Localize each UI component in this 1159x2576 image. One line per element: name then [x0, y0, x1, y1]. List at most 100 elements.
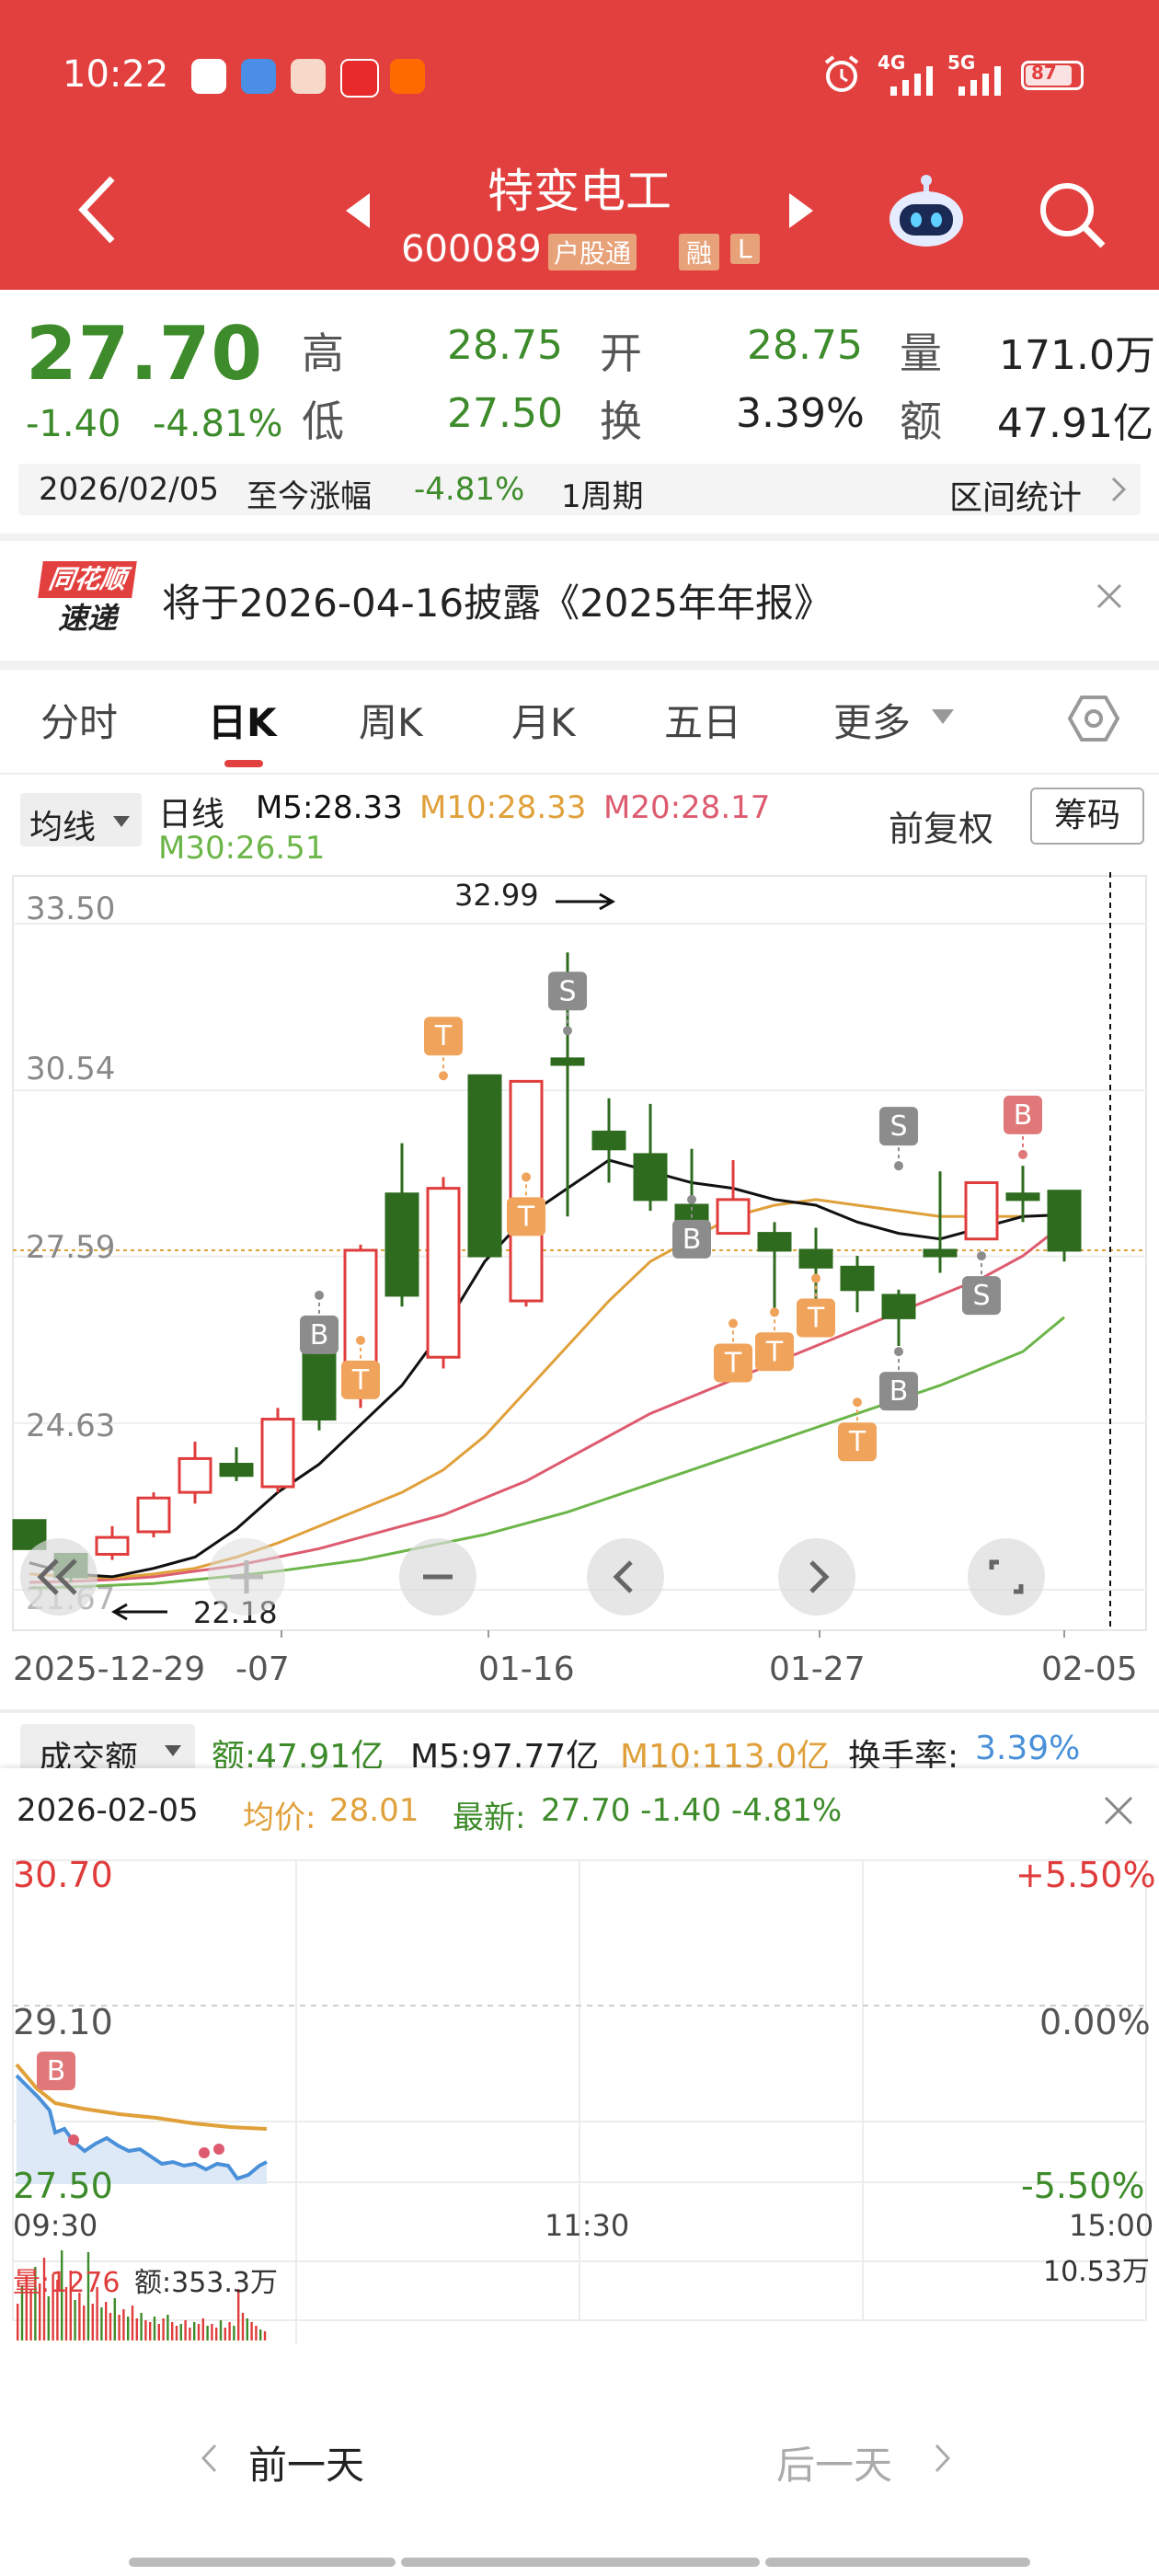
double-chevron-left-icon	[37, 1558, 77, 1595]
intraday-avg-value: 28.01	[329, 1792, 419, 1829]
candle-body	[591, 1130, 626, 1151]
prev-stock-icon[interactable]	[342, 191, 372, 230]
intraday-volume-bar	[109, 2313, 112, 2340]
trade-signal-dot	[563, 1026, 572, 1036]
candle	[384, 1143, 419, 1307]
trade-signal-dot	[977, 1251, 986, 1261]
candle	[95, 1525, 130, 1560]
zoom-out-button[interactable]	[399, 1538, 476, 1616]
battery-icon: 87	[1021, 61, 1084, 90]
k-xtick-3: 01-27	[769, 1650, 866, 1688]
trade-signal-dot	[729, 1318, 738, 1328]
fullscreen-icon	[989, 1559, 1024, 1594]
candle-body	[467, 1074, 502, 1258]
candle	[260, 1408, 295, 1493]
tab-five-day[interactable]: 五日	[664, 700, 742, 745]
prev-day-label: 前一天	[248, 2443, 365, 2488]
ma30-value: M30:26.51	[158, 830, 326, 867]
ma-selector[interactable]: 均线	[20, 793, 142, 846]
trade-signal-box	[714, 1343, 752, 1383]
chip-button[interactable]: 筹码	[1030, 788, 1144, 845]
margin-badge: 融	[679, 234, 720, 270]
candle	[136, 1492, 171, 1538]
trade-signal-dot	[853, 1397, 862, 1408]
candle	[1005, 1166, 1040, 1223]
trade-signal-dot	[687, 1194, 696, 1204]
intraday-volume-bar	[39, 2283, 41, 2340]
adjust-label[interactable]: 前复权	[889, 809, 994, 849]
ma-selector-label: 均线	[29, 809, 97, 846]
intraday-volume-bar	[246, 2318, 248, 2340]
zoom-in-button[interactable]	[208, 1538, 285, 1616]
search-icon[interactable]	[1036, 178, 1107, 250]
k-xtick-4: 02-05	[1041, 1650, 1138, 1688]
next-stock-icon[interactable]	[787, 191, 817, 230]
trade-signal-badge: T	[755, 1307, 794, 1372]
trade-signal-text: T	[724, 1348, 742, 1380]
volume-selector[interactable]: 成交额	[20, 1724, 195, 1777]
scroll-left-button[interactable]	[587, 1538, 664, 1616]
candle-body	[798, 1248, 833, 1269]
intraday-volume-bar	[219, 2320, 223, 2340]
range-stat-button[interactable]: 区间统计	[949, 479, 1083, 517]
intraday-avg-label: 均价:	[243, 1800, 316, 1836]
notice-text[interactable]: 将于2026-04-16披露《2025年年报》	[162, 581, 832, 626]
settings-hexagon-icon[interactable]	[1067, 692, 1120, 745]
app-notif-icon-3	[291, 59, 326, 94]
divider	[0, 1709, 1159, 1713]
network-4g-label: 4G	[878, 52, 906, 74]
battery-level: 87	[1031, 62, 1057, 84]
robot-assistant-icon[interactable]	[885, 171, 968, 250]
open-value: 28.75	[747, 322, 863, 369]
intraday-volume-bar	[61, 2250, 63, 2340]
intraday-volume-bar	[96, 2287, 98, 2340]
trade-signal-badge: B	[300, 1290, 339, 1354]
tab-daily-k[interactable]: 日K	[208, 700, 277, 745]
fast-back-button[interactable]	[20, 1538, 98, 1616]
trade-signal-box	[341, 1360, 380, 1399]
scroll-right-button[interactable]	[778, 1538, 855, 1616]
volume-turn-value: 3.39%	[975, 1730, 1081, 1767]
intraday-volume-label: 量:1276	[13, 2267, 120, 2299]
caret-down-icon	[932, 709, 954, 724]
intraday-volume-bar	[250, 2322, 253, 2340]
trade-signal-box	[962, 1276, 1001, 1316]
range-label: 至今涨幅	[247, 478, 372, 515]
range-bar[interactable]: 2026/02/05 至今涨幅 -4.81% 1周期 区间统计	[18, 464, 1141, 517]
intraday-volume-bar	[206, 2326, 209, 2340]
chevron-left-icon	[201, 2444, 217, 2473]
intraday-volume-bar	[34, 2267, 37, 2340]
ma-daily-label: 日线	[158, 796, 225, 834]
caret-down-icon	[113, 816, 130, 827]
caret-down-icon	[165, 1745, 181, 1756]
back-arrow-icon[interactable]	[75, 173, 121, 247]
tab-more[interactable]: 更多	[833, 700, 912, 745]
intraday-volume-bar	[74, 2300, 76, 2340]
candle-body	[633, 1153, 668, 1202]
intraday-volume-chart[interactable]	[0, 2248, 1159, 2344]
intraday-volume-bar	[215, 2328, 218, 2340]
trade-signal-box	[838, 1422, 877, 1462]
intraday-panel: 2026-02-05 均价: 28.01 最新: 27.70 -1.40 -4.…	[0, 1768, 1159, 2576]
ma-line-m10	[29, 1198, 1065, 1580]
intraday-trade-dot	[199, 2147, 210, 2158]
intraday-price-chart[interactable]: B	[0, 1857, 1159, 2335]
tab-timeshare[interactable]: 分时	[40, 700, 119, 745]
stock-code: 600089	[401, 228, 542, 270]
k-high-marker: 32.99	[454, 878, 539, 913]
tab-weekly-k[interactable]: 周K	[359, 700, 423, 745]
close-icon[interactable]	[1095, 581, 1124, 611]
intraday-volume-bar	[64, 2287, 68, 2340]
intraday-volume-bar	[29, 2290, 32, 2340]
trade-signal-box	[1004, 1095, 1042, 1134]
trade-signal-text: B	[683, 1224, 702, 1256]
tab-monthly-k[interactable]: 月K	[511, 700, 576, 745]
trade-signal-text: T	[434, 1020, 453, 1052]
intraday-amount-label: 额:353.3万	[134, 2267, 278, 2299]
candle-body	[1047, 1190, 1082, 1252]
minus-icon	[423, 1574, 453, 1580]
fullscreen-button[interactable]	[968, 1538, 1045, 1616]
close-icon[interactable]	[1102, 1794, 1135, 1827]
trade-signal-text: S	[558, 975, 576, 1007]
